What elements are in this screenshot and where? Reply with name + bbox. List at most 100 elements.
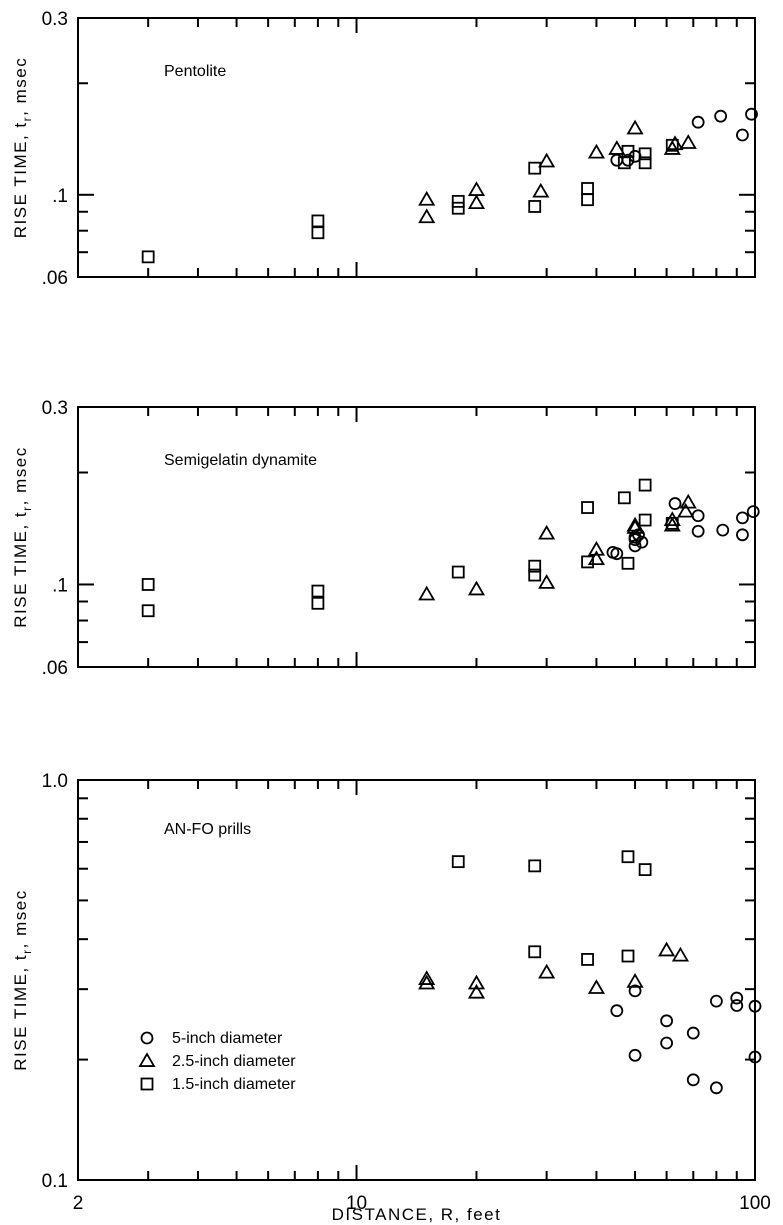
data-point-circle [746, 505, 760, 519]
data-point-square [528, 568, 542, 582]
y-axis-label-unit: , msec [11, 889, 30, 948]
data-point-triangle [679, 134, 697, 149]
data-point-circle [686, 1073, 700, 1087]
data-point-square [581, 555, 594, 569]
data-point-square [141, 250, 155, 264]
data-point-circle [686, 1026, 700, 1040]
data-point-circle [748, 999, 762, 1013]
data-point-circle [610, 1004, 624, 1018]
data-point-square [141, 578, 155, 591]
data-point-square [528, 559, 542, 573]
legend-label: 1.5-inch diameter [172, 1076, 296, 1093]
data-point-square [665, 516, 679, 530]
data-point-square [638, 863, 652, 877]
data-point-square [311, 596, 325, 610]
y-axis-label-main: RISE TIME, t [11, 511, 30, 628]
data-point-square [581, 193, 594, 207]
data-point-square [528, 161, 542, 175]
data-point-circle [610, 153, 624, 167]
data-point-circle [716, 523, 730, 537]
legend-marker-triangle [138, 1052, 156, 1067]
data-point-triangle [418, 970, 436, 985]
data-point-triangle [679, 493, 697, 509]
data-point-triangle [663, 511, 681, 526]
data-point-square [451, 201, 465, 215]
data-point-triangle [538, 574, 556, 589]
data-point-triangle [538, 963, 556, 979]
data-point-square [451, 194, 465, 208]
data-point-square [581, 182, 594, 195]
panel-title: Pentolite [164, 63, 226, 80]
data-point-circle [632, 528, 645, 542]
data-point-triangle [467, 983, 486, 999]
data-point-triangle [658, 941, 676, 957]
data-point-square [528, 200, 542, 213]
y-tick-label: .06 [42, 658, 68, 679]
data-point-circle [745, 107, 758, 121]
data-point-triangle [608, 140, 626, 155]
data-point-triangle [626, 519, 644, 534]
data-point-square [528, 945, 542, 959]
y-tick-label: .06 [42, 268, 68, 289]
data-point-square [581, 501, 594, 514]
panel-title: Semigelatin dynamite [164, 452, 317, 469]
legend: 5-inch diameter 2.5-inch diameter 1.5-inch… [138, 1030, 296, 1093]
data-point-square [528, 859, 542, 873]
data-point-circle [635, 535, 649, 549]
data-point-triangle [626, 972, 644, 988]
data-point-square [638, 478, 652, 492]
x-tick-label: 2 [73, 1193, 84, 1214]
data-point-square [581, 953, 594, 966]
y-axis-label: RISE TIME, tr, msec [11, 57, 34, 238]
data-point-triangle [467, 194, 486, 209]
data-point-circle [730, 991, 744, 1005]
data-point-triangle [467, 974, 486, 990]
data-point-circle [691, 524, 705, 538]
y-tick-label: .1 [52, 186, 68, 207]
data-point-circle [628, 539, 642, 553]
data-point-triangle [671, 946, 690, 962]
data-point-square [617, 491, 631, 505]
y-axis-label-unit: , msec [11, 57, 30, 116]
data-point-triangle [532, 182, 550, 198]
panel-2: 0.3 .1 .06 RISE TIME, tr, msec Semigelatin d… [11, 398, 760, 679]
y-axis-label-unit: , msec [11, 446, 30, 505]
data-point-circle [730, 999, 744, 1012]
data-point-circle [628, 984, 642, 998]
data-point-circle [668, 497, 682, 510]
data-point-circle [691, 115, 705, 129]
data-point-circle [660, 1014, 673, 1028]
data-point-triangle [538, 152, 556, 168]
data-point-triangle [467, 181, 486, 196]
y-axis-label-main: RISE TIME, t [11, 121, 30, 238]
y-tick-label: 1.0 [42, 771, 68, 792]
data-point-circle [628, 1048, 642, 1062]
data-point-circle [748, 1050, 762, 1064]
data-point-circle [736, 511, 749, 525]
data-point-triangle [467, 580, 486, 596]
legend-label: 5-inch diameter [172, 1030, 283, 1047]
y-axis-label: RISE TIME, tr, msec [11, 889, 34, 1070]
y-tick-label: .1 [52, 575, 68, 596]
data-point-triangle [418, 585, 436, 601]
data-point-square [451, 855, 465, 869]
data-point-circle [660, 1036, 673, 1050]
x-axis-label: DISTANCE, R, feet [332, 1205, 502, 1224]
plot-frame [77, 406, 756, 668]
y-axis-label-main: RISE TIME, t [11, 954, 30, 1071]
data-point-triangle [626, 516, 644, 532]
data-point-square [311, 584, 325, 598]
data-point-circle [736, 528, 749, 542]
data-point-circle [691, 509, 705, 523]
data-point-square [621, 144, 635, 158]
data-point-triangle [677, 502, 695, 518]
data-point-square [621, 556, 635, 570]
panel-3: 1.0 0.12 10 100 RISE TIME, tr, msec DISTANCE,… [11, 771, 771, 1224]
y-tick-label: 0.3 [42, 9, 68, 30]
legend-marker-square [140, 1077, 154, 1091]
data-point-triangle [587, 979, 605, 994]
data-point-square [638, 156, 652, 170]
data-point-square [621, 850, 635, 864]
data-point-triangle [418, 208, 436, 224]
